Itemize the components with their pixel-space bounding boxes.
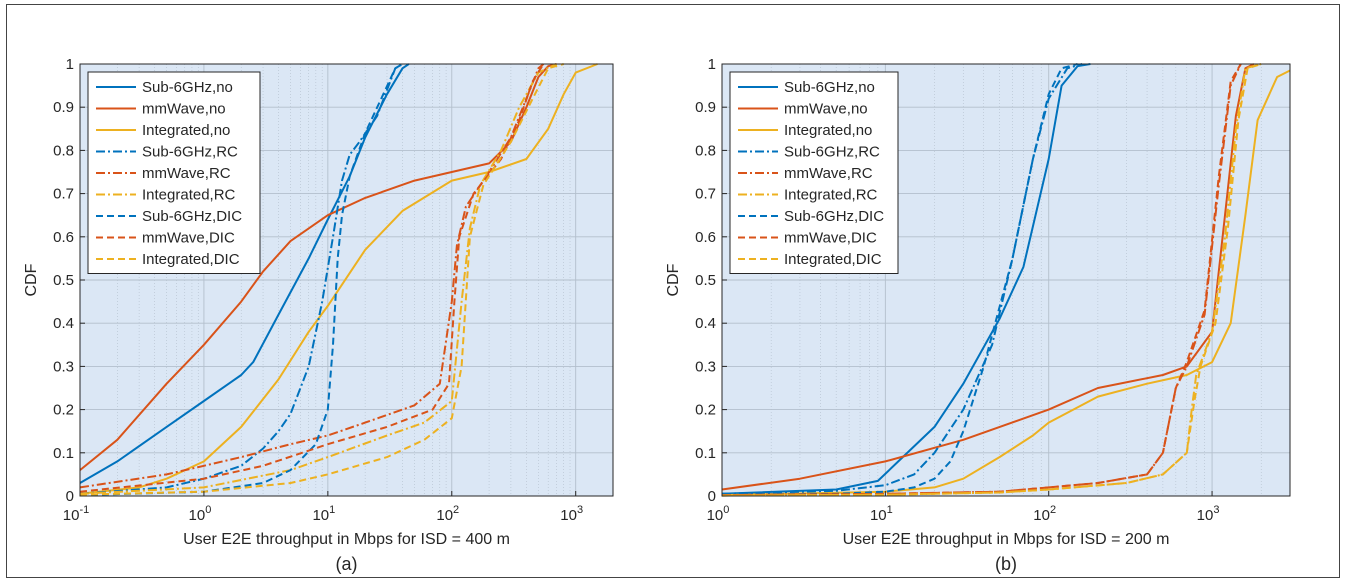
y-tick-label: 0.9 — [695, 99, 716, 116]
x-tick-label: 103 — [560, 504, 583, 524]
legend-label: Integrated,DIC — [142, 251, 240, 268]
legend-label: Integrated,RC — [142, 187, 236, 204]
series-line-5 — [79, 63, 545, 489]
legend-label: mmWave,RC — [784, 165, 873, 182]
panel-caption: (b) — [995, 554, 1017, 574]
series-lines — [79, 63, 598, 497]
legend-label: Sub-6GHz,RC — [784, 144, 880, 161]
legend-label: mmWave,RC — [142, 165, 231, 182]
y-tick-label: 0 — [66, 488, 74, 505]
y-tick-label: 0.8 — [695, 142, 716, 159]
series-line-7 — [721, 63, 1078, 497]
y-tick-label: 0.1 — [53, 445, 74, 462]
y-tick-label: 0.5 — [695, 272, 716, 289]
y-tick-label: 1 — [708, 56, 716, 73]
panel-caption: (a) — [336, 554, 358, 574]
series-line-9 — [721, 63, 1262, 497]
legend-label: Integrated,no — [784, 122, 872, 139]
legend-label: Sub-6GHz,DIC — [142, 208, 242, 225]
x-tick-label: 103 — [1197, 504, 1220, 524]
x-axis-label: User E2E throughput in Mbps for ISD = 40… — [183, 531, 510, 548]
y-tick-label: 0.1 — [695, 445, 716, 462]
legend-label: Sub-6GHz,no — [784, 79, 875, 96]
y-tick-label: 0.2 — [53, 402, 74, 419]
series-lines — [721, 63, 1291, 497]
legend-label: Integrated,no — [142, 122, 230, 139]
series-line-2 — [721, 63, 1255, 491]
x-tick-label: 101 — [870, 504, 893, 524]
y-tick-label: 1 — [66, 56, 74, 73]
series-line-4 — [721, 63, 1083, 495]
figure-frame — [6, 4, 1340, 578]
y-tick-label: 0.5 — [53, 272, 74, 289]
x-tick-label: 100 — [707, 504, 730, 524]
series-line-1 — [721, 63, 1091, 495]
legend-label: Sub-6GHz,no — [142, 79, 233, 96]
x-tick-label: 102 — [436, 504, 459, 524]
legend-label: mmWave,DIC — [784, 230, 877, 247]
x-tick-label: 101 — [312, 504, 335, 524]
series-line-4 — [79, 63, 404, 495]
x-tick-label: 100 — [189, 504, 212, 524]
y-tick-label: 0.6 — [695, 229, 716, 246]
y-tick-label: 0.2 — [695, 402, 716, 419]
legend-label: Sub-6GHz,RC — [142, 144, 238, 161]
chart-panel-1: 0 0.1 0.2 0.3 0.4 0.5 0.6 0.7 0.8 0.9 1 10-1 100 101 1… — [23, 56, 614, 574]
legend: Sub-6GHz,no mmWave,no Integrated,no Sub-6GH… — [729, 71, 899, 274]
series-line-3 — [721, 69, 1291, 497]
chart-panel-2: 0 0.1 0.2 0.3 0.4 0.5 0.6 0.7 0.8 0.9 1 100 101 102 10… — [665, 56, 1291, 574]
y-tick-label: 0.4 — [695, 315, 716, 332]
series-line-8 — [79, 63, 545, 493]
legend: Sub-6GHz,no mmWave,no Integrated,no Sub-6GH… — [87, 71, 261, 274]
legend-label: Integrated,DIC — [784, 251, 882, 268]
y-tick-label: 0.9 — [53, 99, 74, 116]
x-tick-label: 102 — [1033, 504, 1056, 524]
y-tick-label: 0.8 — [53, 142, 74, 159]
y-tick-label: 0.3 — [53, 358, 74, 375]
y-tick-label: 0.4 — [53, 315, 74, 332]
y-tick-label: 0.3 — [695, 358, 716, 375]
series-line-2 — [79, 63, 557, 471]
y-tick-label: 0.7 — [695, 186, 716, 203]
x-axis-label: User E2E throughput in Mbps for ISD = 20… — [843, 531, 1170, 548]
y-tick-label: 0.6 — [53, 229, 74, 246]
series-line-3 — [79, 63, 598, 495]
legend-label: Sub-6GHz,DIC — [784, 208, 884, 225]
y-axis-label: CDF — [23, 263, 40, 296]
series-line-7 — [79, 63, 404, 497]
legend-label: mmWave,no — [142, 101, 226, 118]
x-tick-label: 10-1 — [63, 504, 89, 524]
legend-label: Integrated,RC — [784, 187, 878, 204]
legend-label: mmWave,DIC — [142, 230, 235, 247]
series-line-9 — [79, 63, 564, 496]
y-tick-label: 0.7 — [53, 186, 74, 203]
y-axis-label: CDF — [665, 263, 682, 296]
legend-label: mmWave,no — [784, 101, 868, 118]
y-tick-label: 0 — [708, 488, 716, 505]
series-line-6 — [79, 63, 557, 495]
